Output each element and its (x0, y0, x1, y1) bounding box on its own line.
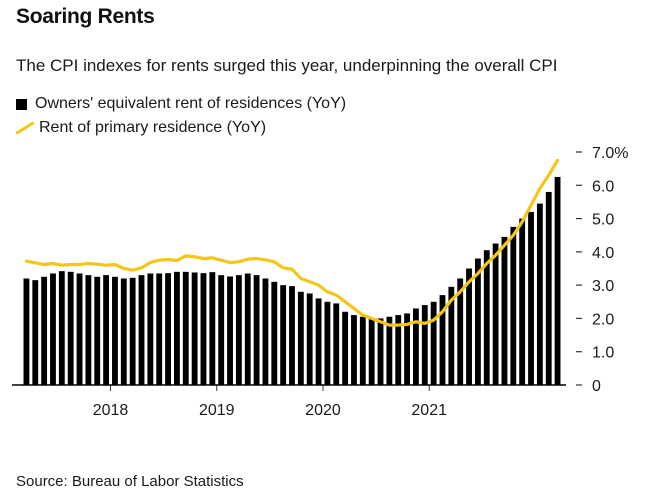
bar (466, 268, 472, 385)
x-axis: 2018 2019 2020 2021 (93, 385, 447, 419)
bar (147, 273, 154, 385)
bar (182, 271, 189, 385)
y-tick-label: 0 (592, 378, 601, 395)
bar (67, 271, 74, 385)
bar (156, 273, 163, 385)
bar (351, 315, 357, 385)
chart-subtitle: The CPI indexes for rents surged this ye… (16, 56, 558, 75)
bar (510, 226, 517, 385)
bar (342, 311, 349, 385)
bar (235, 275, 242, 385)
bar-series-owners-equivalent-rent (23, 176, 561, 385)
bar (129, 277, 136, 385)
bar (404, 313, 410, 385)
bar (227, 276, 233, 385)
bar (58, 271, 65, 385)
bar (297, 291, 304, 385)
bar (32, 280, 39, 385)
y-tick-label: 3.0 (592, 278, 614, 295)
bar (209, 272, 216, 385)
bar (138, 275, 145, 385)
line-swatch-icon (16, 122, 34, 134)
bar (545, 191, 552, 385)
source-note: Source: Bureau of Labor Statistics (16, 473, 244, 490)
bar (536, 203, 543, 385)
bar (280, 285, 287, 385)
bar (306, 293, 313, 385)
bar (359, 316, 366, 385)
bar (165, 273, 171, 385)
bar (395, 315, 402, 385)
y-tick-label: 7.0% (592, 145, 628, 162)
bar (112, 276, 118, 385)
line-series-rent-primary-residence (24, 158, 560, 327)
bar (519, 218, 526, 385)
bar (76, 273, 83, 385)
bar (501, 236, 508, 385)
legend-label-owners-equivalent-rent: Owners' equivalent rent of residences (Y… (35, 95, 347, 112)
bar (324, 301, 331, 385)
y-tick-label: 6.0 (592, 178, 614, 195)
bar (333, 303, 340, 385)
legend-label-rent-primary-residence: Rent of primary residence (YoY) (39, 119, 267, 136)
y-tick-label: 1.0 (592, 345, 614, 362)
chart-title: Soaring Rents (16, 5, 155, 28)
bar (554, 176, 561, 385)
bar (528, 211, 534, 385)
bar (85, 275, 92, 385)
bar (386, 316, 393, 385)
bar (174, 271, 180, 385)
bar (218, 275, 225, 385)
bar (23, 278, 30, 385)
x-tick-label: 2020 (305, 402, 341, 419)
bar (191, 272, 198, 385)
x-tick-label: 2019 (199, 402, 235, 419)
bar (41, 276, 48, 385)
y-tick-label: 4.0 (592, 245, 614, 262)
bar (244, 273, 251, 385)
bar (474, 258, 481, 385)
bar (262, 278, 269, 385)
bar (457, 278, 464, 385)
bar (120, 278, 127, 385)
bar (289, 286, 295, 385)
bar (103, 275, 110, 385)
bar (253, 275, 260, 385)
bar (200, 273, 207, 385)
bar (413, 308, 419, 385)
bar (368, 318, 375, 385)
bar-swatch-icon (16, 98, 27, 110)
x-tick-label: 2021 (411, 402, 447, 419)
bar (421, 305, 428, 385)
bar (492, 243, 499, 385)
bar (94, 276, 101, 385)
y-tick-label: 5.0 (592, 212, 614, 229)
y-tick-label: 2.0 (592, 311, 614, 328)
bar (430, 301, 437, 385)
legend-item-owners-equivalent-rent: Owners' equivalent rent of residences (Y… (16, 95, 346, 113)
bar (483, 250, 490, 385)
x-tick-label: 2018 (93, 402, 129, 419)
bar (50, 273, 56, 385)
bar (448, 286, 455, 385)
bar (315, 298, 322, 385)
y-axis: 0 1.0 2.0 3.0 4.0 5.0 6.0 7.0% (576, 145, 628, 395)
bar (439, 295, 446, 385)
bar (271, 281, 278, 385)
bar (377, 318, 384, 385)
legend-item-rent-primary-residence: Rent of primary residence (YoY) (16, 119, 266, 137)
